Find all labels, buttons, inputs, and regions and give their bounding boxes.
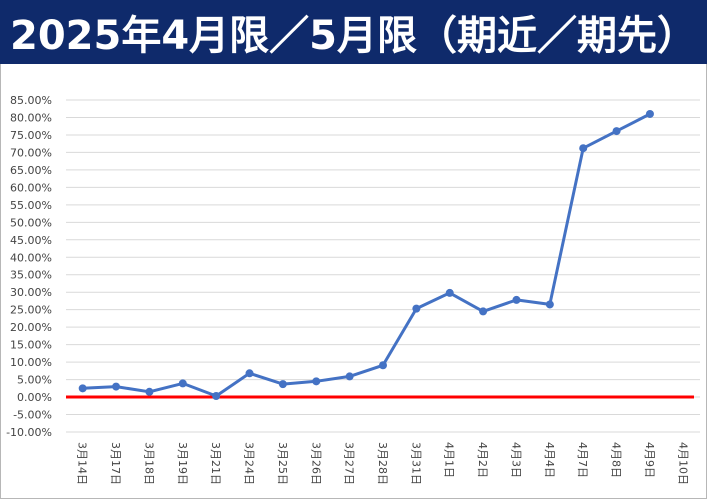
chart-title: 2025年4月限／5月限（期近／期先）	[10, 13, 697, 59]
x-tick-label: 3月31日	[409, 442, 422, 485]
x-tick-label: 3月21日	[209, 442, 222, 485]
x-tick-label: 4月1日	[443, 442, 456, 478]
data-point	[145, 387, 154, 396]
y-tick-label: 40.00%	[10, 251, 52, 264]
data-point	[112, 382, 121, 391]
x-tick-label: 3月14日	[76, 442, 89, 485]
y-tick-label: 10.00%	[10, 356, 52, 369]
y-tick-label: 5.00%	[17, 374, 52, 387]
x-axis-ticks: 3月14日 3月17日 3月18日 3月19日 3月21日 3月24日 3月25日 3月26日…	[76, 442, 690, 485]
data-point	[612, 127, 621, 136]
series-line	[81, 112, 652, 398]
x-tick-label: 3月27日	[343, 442, 356, 485]
data-point	[345, 372, 354, 381]
y-tick-label: 85.00%	[10, 94, 52, 107]
x-tick-label: 3月19日	[176, 442, 189, 485]
data-point	[245, 369, 254, 378]
data-point	[379, 361, 387, 370]
y-tick-label: 25.00%	[10, 304, 52, 317]
data-point	[545, 300, 554, 309]
x-tick-label: 4月9日	[643, 442, 656, 478]
y-axis-ticks: -10.00% -5.00% 0.00% 5.00% 10.00% 15.00% 20.00…	[6, 94, 52, 439]
x-tick-label: 4月10日	[676, 442, 689, 485]
data-point	[78, 384, 87, 393]
data-point	[445, 288, 454, 297]
x-tick-label: 4月7日	[576, 442, 589, 478]
y-tick-label: 75.00%	[10, 129, 52, 142]
data-point	[412, 304, 421, 313]
x-tick-label: 3月24日	[243, 442, 256, 485]
data-point	[178, 379, 187, 388]
y-tick-label: -5.00%	[13, 409, 52, 422]
data-point	[278, 380, 287, 389]
y-tick-label: 60.00%	[10, 181, 52, 194]
x-tick-label: 4月8日	[610, 442, 623, 478]
series-line-group	[78, 109, 654, 401]
x-tick-label: 3月17日	[109, 442, 122, 485]
y-tick-label: 70.00%	[10, 146, 52, 159]
x-tick-label: 3月18日	[142, 442, 155, 485]
x-tick-label: 4月2日	[476, 442, 489, 478]
y-tick-label: 45.00%	[10, 234, 52, 247]
data-point	[312, 377, 321, 386]
y-tick-label: 35.00%	[10, 269, 52, 282]
data-point	[579, 144, 588, 153]
y-tick-label: -10.00%	[6, 426, 52, 439]
title-bar: 2025年4月限／5月限（期近／期先）	[0, 0, 707, 64]
data-point	[512, 295, 521, 304]
y-tick-label: 55.00%	[10, 199, 52, 212]
x-tick-label: 3月28日	[376, 442, 389, 485]
data-point	[479, 307, 488, 316]
y-tick-label: 80.00%	[10, 111, 52, 124]
x-tick-label: 4月3日	[510, 442, 523, 478]
data-point	[212, 392, 221, 401]
y-tick-label: 65.00%	[10, 164, 52, 177]
y-tick-label: 30.00%	[10, 286, 52, 299]
y-tick-label: 15.00%	[10, 339, 52, 352]
x-tick-label: 3月25日	[276, 442, 289, 485]
x-tick-label: 4月4日	[543, 442, 556, 478]
gridlines	[66, 99, 700, 433]
y-tick-label: 50.00%	[10, 216, 52, 229]
y-tick-label: 0.00%	[17, 391, 52, 404]
y-tick-label: 20.00%	[10, 321, 52, 334]
x-tick-label: 3月26日	[309, 442, 322, 485]
data-point	[645, 109, 654, 118]
